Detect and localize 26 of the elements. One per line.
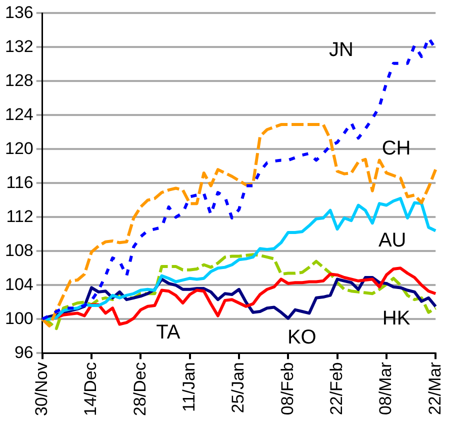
y-tick-label: 96 xyxy=(14,342,34,362)
x-tick-label: 30/Nov xyxy=(32,362,52,416)
y-tick-label: 116 xyxy=(6,172,34,192)
series-label: TA xyxy=(156,321,181,344)
series-label: AU xyxy=(378,229,406,252)
series-label: JN xyxy=(328,39,354,62)
y-tick-label: 108 xyxy=(4,240,34,260)
x-tick-label: 22/Feb xyxy=(326,362,346,416)
y-tick-label: 132 xyxy=(4,36,34,56)
x-tick-label: 28/Dec xyxy=(130,362,150,416)
y-tick-label: 124 xyxy=(4,104,34,124)
x-tick-label: 11/Jan xyxy=(180,362,199,412)
x-tick-label: 08/Mar xyxy=(376,362,396,416)
y-tick-label: 100 xyxy=(4,308,34,328)
y-tick-label: 104 xyxy=(4,274,34,294)
x-tick-label: 25/Jan xyxy=(228,362,248,414)
y-tick-label: 120 xyxy=(4,138,34,158)
series-label: CH xyxy=(382,138,411,160)
series-label: KO xyxy=(287,326,316,348)
x-tick-label: 22/Mar xyxy=(425,362,444,416)
y-tick-label: 136 xyxy=(4,2,34,22)
y-tick-label: 128 xyxy=(4,70,34,90)
x-tick-label: 14/Dec xyxy=(81,362,100,416)
x-tick-label: 08/Feb xyxy=(278,362,297,416)
series-label: HK xyxy=(382,308,411,330)
y-tick-label: 112 xyxy=(6,206,34,226)
